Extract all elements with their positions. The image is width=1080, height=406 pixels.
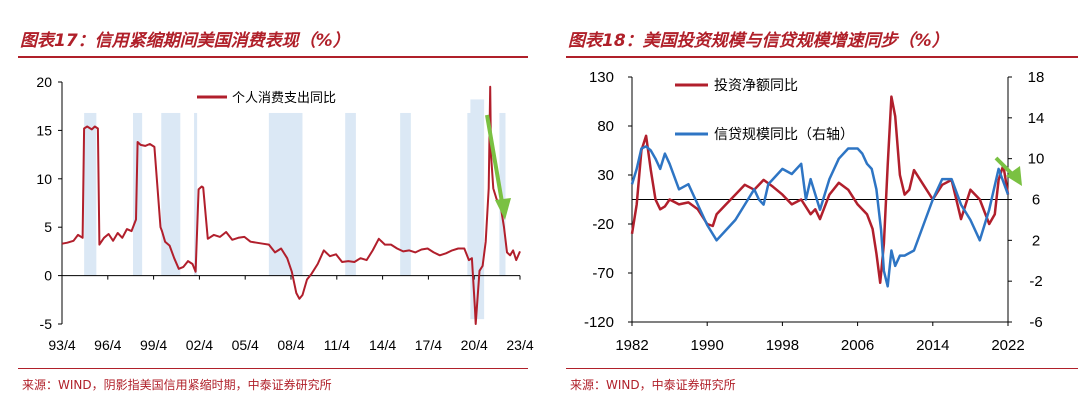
- legend-label-credit: 信贷规模同比（右轴）: [714, 126, 854, 142]
- right-right-tick-label: 18: [1028, 69, 1045, 86]
- left-y-tick-label: 5: [44, 219, 52, 235]
- right-x-tick-label: 2014: [916, 337, 949, 354]
- left-panel-title: 图表17：信用紧缩期间美国消费表现（%）: [20, 31, 350, 51]
- shaded-period-6: [400, 112, 411, 276]
- right-x-tick-label: 2022: [991, 337, 1024, 354]
- trend-arrow-head: [495, 198, 511, 220]
- left-x-tick-label: 08/4: [277, 337, 304, 353]
- right-left-tick-label: -20: [592, 216, 614, 233]
- left-x-tick-label: 96/4: [94, 337, 121, 353]
- right-left-tick-label: 80: [597, 118, 614, 135]
- left-y-tick-label: -5: [40, 316, 53, 332]
- left-x-tick-label: 20/4: [461, 337, 488, 353]
- right-x-tick-label: 1982: [615, 337, 648, 354]
- trend-arrow-shaft: [994, 156, 1015, 177]
- right-x-tick-label: 1998: [766, 337, 799, 354]
- left-x-tick-label: 11/4: [324, 337, 350, 353]
- left-x-tick-label: 23/4: [506, 337, 533, 353]
- right-right-tick-label: -2: [1029, 273, 1042, 290]
- shaded-period-0: [84, 112, 97, 276]
- left-bottom-rule: [18, 368, 528, 369]
- left-y-tick-label: 10: [36, 171, 52, 187]
- legend-label-consumption: 个人消费支出同比: [232, 90, 336, 105]
- right-left-tick-label: 30: [597, 167, 614, 184]
- left-y-tick-label: 20: [36, 74, 52, 90]
- left-y-tick-label: 0: [44, 268, 52, 284]
- right-left-tick-label: 130: [589, 69, 614, 86]
- left-source-note: 来源：WIND，阴影指美国信用紧缩时期，中泰证券研究所: [22, 378, 332, 392]
- left-title-rule: [18, 56, 528, 58]
- shaded-period-5: [345, 112, 356, 276]
- right-panel-title: 图表18：美国投资规模与信贷规模增速同步（%）: [568, 31, 949, 51]
- right-right-tick-label: 6: [1032, 192, 1040, 209]
- shaded-period-3: [194, 112, 198, 276]
- trend-arrow-shaft: [485, 114, 505, 209]
- right-x-tick-label: 1990: [691, 337, 724, 354]
- series-line-credit: [630, 145, 1010, 288]
- shaded-period-1: [132, 112, 143, 276]
- left-x-tick-label: 17/4: [415, 337, 442, 353]
- legend-label-investment: 投资净额同比: [714, 77, 798, 93]
- right-right-tick-label: 10: [1028, 151, 1045, 168]
- right-title-rule: [566, 56, 1078, 58]
- right-right-tick-label: 2: [1032, 232, 1040, 249]
- right-chart-panel: 图表18：美国投资规模与信贷规模增速同步（%） -120 -70 -20 30 80 13…: [548, 0, 1080, 406]
- left-x-tick-label: 93/4: [48, 337, 75, 353]
- right-left-tick-label: -70: [592, 265, 614, 282]
- left-y-tick-label: 15: [36, 122, 52, 138]
- trend-arrow-head: [1006, 166, 1022, 186]
- left-x-tick-label: 99/4: [140, 337, 167, 353]
- right-right-tick-label: 14: [1028, 110, 1045, 127]
- left-x-tick-label: 02/4: [186, 337, 213, 353]
- left-x-tick-label: 14/4: [369, 337, 396, 353]
- right-x-tick-label: 2006: [841, 337, 874, 354]
- right-chart: -120 -70 -20 30 80 130 -6 -2 2 6 10 14 18 1982 1990 199…: [584, 69, 1045, 354]
- right-source-note: 来源：WIND，中泰证券研究所: [570, 378, 736, 392]
- left-chart: -5 0 5 10 15 20 93/4 96/4 99/4 02/4 05/4 08/4 11/4 14…: [36, 74, 533, 353]
- right-right-tick-label: -6: [1029, 314, 1042, 331]
- left-x-tick-label: 05/4: [232, 337, 259, 353]
- shaded-period-2: [161, 112, 181, 276]
- shaded-period-4: [268, 112, 303, 276]
- right-left-tick-label: -120: [584, 314, 614, 331]
- left-chart-panel: 图表17：信用紧缩期间美国消费表现（%） -5 0 5 10 15 20 93/4 96/4 9…: [0, 0, 534, 406]
- right-bottom-rule: [566, 368, 1078, 369]
- shaded-period-covid: [470, 99, 485, 320]
- series-line-consumption: [61, 85, 521, 325]
- series-line-investment: [630, 95, 1010, 285]
